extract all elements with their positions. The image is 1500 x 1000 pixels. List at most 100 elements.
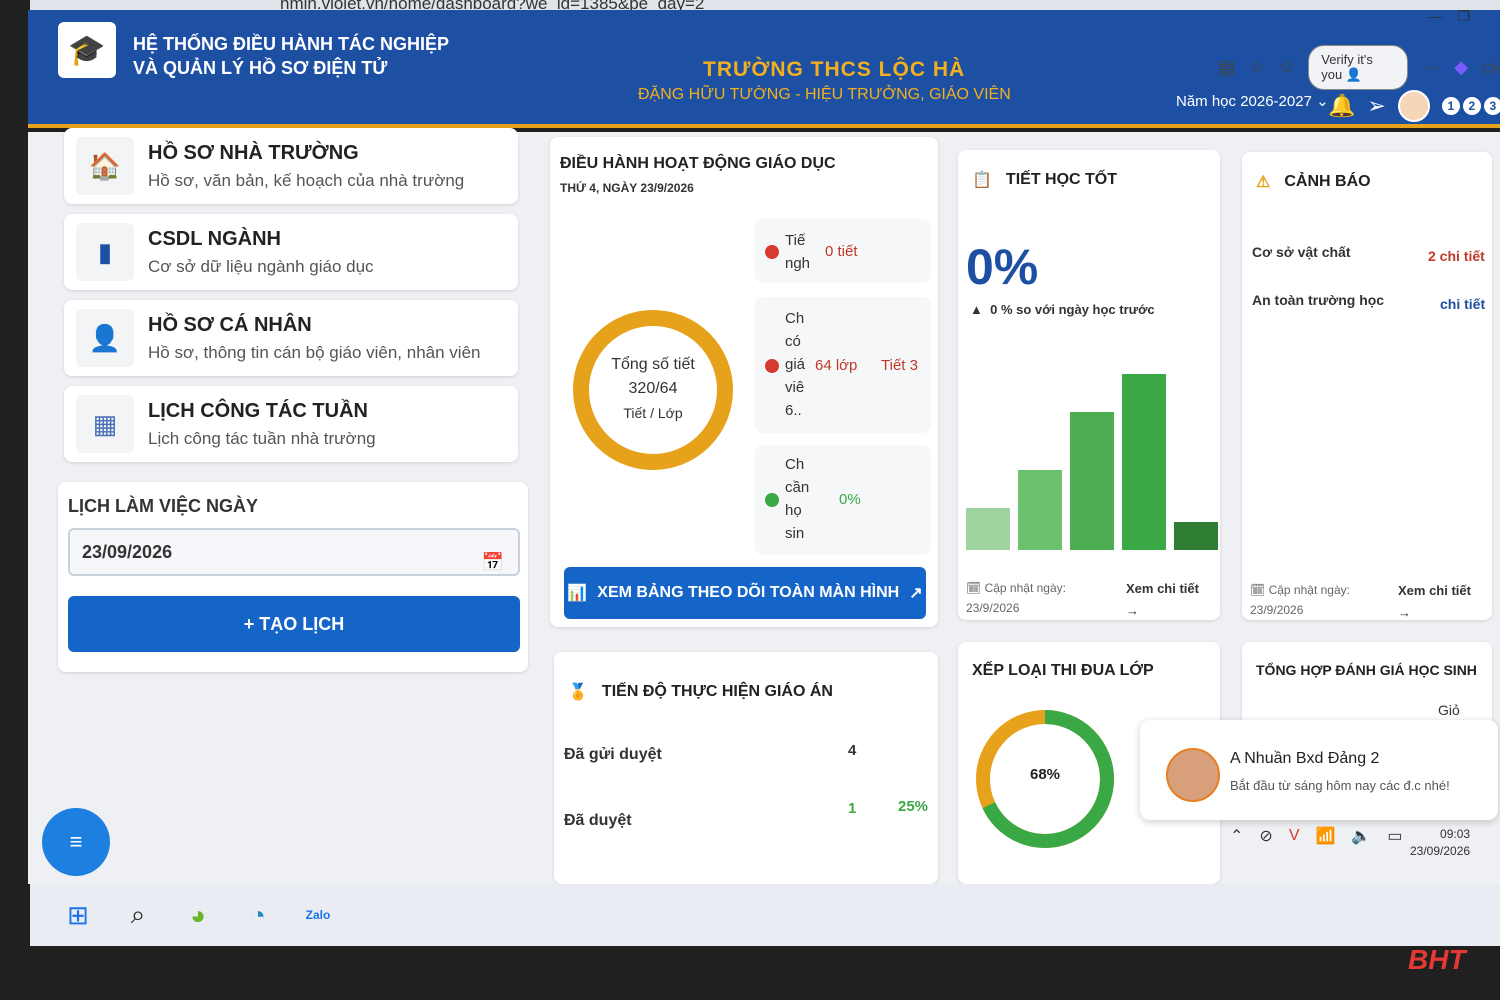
battery-icon[interactable]: ▭: [1387, 828, 1403, 845]
search-icon[interactable]: ⌕: [130, 899, 146, 929]
calendar-icon[interactable]: 📅: [481, 552, 504, 572]
windows-start-icon[interactable]: ⊞: [67, 899, 89, 930]
address-bar[interactable]: nmin.violet.vn/home/dashboard?we_id=1385…: [30, 0, 1500, 13]
good-lessons-compare: ▲ 0 % so với ngày học trước: [970, 302, 1155, 317]
url-text[interactable]: nmin.violet.vn/home/dashboard?we_id=1385…: [280, 0, 705, 13]
star-icon[interactable]: ☆: [1249, 57, 1266, 77]
donut-line2: 320/64: [628, 380, 678, 397]
stat-label-line: Ch: [785, 310, 805, 327]
app-green-icon[interactable]: ◕: [190, 899, 206, 930]
good-lessons-card: 📋 TIẾT HỌC TỐT 0% ▲ 0 % so với ngày học …: [958, 150, 1220, 620]
bar: [1070, 412, 1114, 550]
warning-row-value[interactable]: 2 chi tiết: [1428, 248, 1485, 264]
trend-bars: [966, 370, 1218, 550]
warning-row-value[interactable]: chi tiết: [1440, 296, 1486, 312]
minimize-icon[interactable]: —: [1427, 8, 1442, 24]
detail-link-text: Xem chi tiết: [1126, 581, 1199, 596]
good-lessons-percent: 0%: [966, 239, 1039, 295]
menu-personal-records[interactable]: 👤 HỒ SƠ CÁ NHÂN Hồ sơ, thông tin cán bộ …: [64, 300, 518, 376]
badge-1[interactable]: 1: [1441, 97, 1460, 115]
violet-tray-icon[interactable]: V: [1288, 827, 1300, 844]
clipboard-icon: 📋: [972, 172, 992, 189]
copilot-icon[interactable]: ◆: [1454, 57, 1469, 77]
stat-box-students[interactable]: Ch cần họ sin 0%: [755, 445, 931, 555]
stat-label-line: giá: [785, 356, 806, 373]
badge-2[interactable]: 2: [1462, 97, 1481, 115]
donut-label: Tổng số tiết 320/64 Tiết / Lớp: [568, 353, 738, 425]
create-schedule-button[interactable]: + TẠO LỊCH: [68, 596, 520, 652]
date-value: 23/09/2026: [82, 542, 173, 562]
wifi-icon[interactable]: 📶: [1315, 828, 1336, 845]
ranking-donut: 68%: [970, 704, 1120, 854]
reader-icon[interactable]: ▤: [1218, 57, 1236, 77]
stat-box-absent[interactable]: Tiế ngh 0 tiết: [755, 219, 931, 283]
bar: [1122, 374, 1166, 550]
zalo-notification[interactable]: A Nhuần Bxd Đảng 2 Bắt đầu từ sáng hôm n…: [1140, 720, 1498, 820]
lesson-plan-card: 🏅 TIẾN ĐỘ THỰC HIỆN GIÁO ÁN Đã gửi duyệt…: [554, 652, 938, 884]
detail-link-text: Xem chi tiết: [1398, 583, 1471, 598]
volume-icon[interactable]: 🔈: [1351, 828, 1372, 845]
ranking-ring: [976, 710, 1114, 848]
stat-label-line: Tiế: [785, 232, 806, 249]
stat-box-classes[interactable]: Ch có giá viê 6.. 64 lớp Tiết 3: [755, 297, 931, 433]
user-icon: 👤: [76, 309, 134, 367]
good-lessons-detail-link[interactable]: Xem chi tiết →: [1126, 578, 1199, 622]
menu-subtitle: Hồ sơ, văn bản, kế hoạch của nhà trường: [148, 170, 465, 190]
edge-browser-icon[interactable]: ◔: [250, 899, 266, 930]
avatar[interactable]: [1397, 90, 1430, 122]
plan-row-label: Đã duyệt: [564, 812, 632, 829]
warnings-header: ⚠ CẢNH BÁO: [1256, 172, 1371, 192]
edge-tab-label[interactable]: Ch: [1482, 59, 1500, 76]
home-icon: 🏠: [76, 137, 134, 195]
school-year-value: Năm học 2026-2027: [1176, 93, 1312, 110]
good-lessons-updated: 🗓 Cập nhật ngày: 23/9/2026: [966, 578, 1066, 618]
donut-line3: Tiết / Lớp: [623, 405, 683, 421]
warnings-detail-link[interactable]: Xem chi tiết →: [1398, 580, 1471, 624]
menu-fab-button[interactable]: ≡: [42, 808, 110, 876]
database-icon: ▮: [76, 223, 134, 281]
verify-label: Verify it's you: [1321, 52, 1373, 82]
operations-title: ĐIỀU HÀNH HOẠT ĐỘNG GIÁO DỤC: [560, 155, 836, 172]
header-icons: 🔔 ➢ 1 2 3: [1328, 90, 1500, 122]
menu-school-records[interactable]: 🏠 HỒ SƠ NHÀ TRƯỜNG Hồ sơ, văn bản, kế ho…: [64, 128, 518, 204]
date-field[interactable]: 23/09/2026 📅: [68, 528, 520, 576]
watermark: BHT: [1408, 944, 1466, 975]
bar: [966, 508, 1010, 550]
bell-icon[interactable]: 🔔: [1328, 93, 1356, 118]
plan-row-percent: 25%: [898, 798, 929, 815]
notification-avatar: [1166, 748, 1220, 802]
dashboard-content: 🏠 HỒ SƠ NHÀ TRƯỜNG Hồ sơ, văn bản, kế ho…: [28, 128, 1500, 884]
calendar-grid-icon: ▦: [76, 395, 134, 453]
stat-label-line: ngh: [785, 255, 809, 272]
school-name: TRƯỜNG THCS LỘC HÀ: [703, 58, 966, 81]
lesson-plan-header: 🏅 TIẾN ĐỘ THỰC HIỆN GIÁO ÁN: [568, 682, 833, 702]
warning-row-label: Cơ sở vật chất: [1252, 244, 1351, 260]
system-title-line1: HỆ THỐNG ĐIỀU HÀNH TÁC NGHIỆP: [133, 34, 450, 54]
stat-label-line: sin: [785, 525, 805, 542]
menu-weekly-schedule[interactable]: ▦ LỊCH CÔNG TÁC TUẦN Lịch công tác tuần …: [64, 386, 518, 462]
updated-label-text: Cập nhật ngày:: [1268, 583, 1350, 597]
mute-notification-icon[interactable]: ⊘: [1259, 828, 1273, 845]
more-icon[interactable]: ···: [1422, 57, 1441, 77]
app-header: 🎓 HỆ THỐNG ĐIỀU HÀNH TÁC NGHIỆP VÀ QUẢN …: [28, 10, 1500, 128]
system-title: HỆ THỐNG ĐIỀU HÀNH TÁC NGHIỆP VÀ QUẢN LÝ…: [133, 32, 449, 80]
send-icon[interactable]: ➢: [1367, 93, 1386, 118]
menu-education-database[interactable]: ▮ CSDL NGÀNH Cơ sở dữ liệu ngành giáo dụ…: [64, 214, 518, 290]
status-dot-green: [765, 493, 779, 507]
fullscreen-board-button[interactable]: 📊 XEM BẢNG THEO DÕI TOÀN MÀN HÌNH ↗: [564, 567, 926, 619]
favorites-icon[interactable]: ✩: [1279, 57, 1295, 77]
zalo-icon[interactable]: Zalo: [305, 908, 331, 922]
stat-label: Ch có giá viê 6..: [785, 307, 809, 422]
restore-icon[interactable]: ❐: [1457, 8, 1470, 24]
menu-title: HỒ SƠ CÁ NHÂN: [148, 313, 312, 336]
badge-3[interactable]: 3: [1483, 97, 1500, 115]
verify-button[interactable]: Verify it's you 👤: [1308, 45, 1409, 90]
updated-date: 23/9/2026: [966, 601, 1020, 615]
compare-text: 0 % so với ngày học trước: [990, 302, 1155, 317]
school-year-select[interactable]: Năm học 2026-2027 ⌄: [1176, 93, 1329, 110]
calendar-small-icon: 🗓: [1250, 583, 1266, 597]
chevron-up-icon[interactable]: ⌃: [1230, 828, 1244, 845]
system-clock[interactable]: 09:03 23/09/2026: [1410, 826, 1470, 860]
operations-card: ĐIỀU HÀNH HOẠT ĐỘNG GIÁO DỤC THỨ 4, NGÀY…: [550, 137, 938, 627]
evaluation-sub: Giỏ: [1438, 702, 1460, 718]
